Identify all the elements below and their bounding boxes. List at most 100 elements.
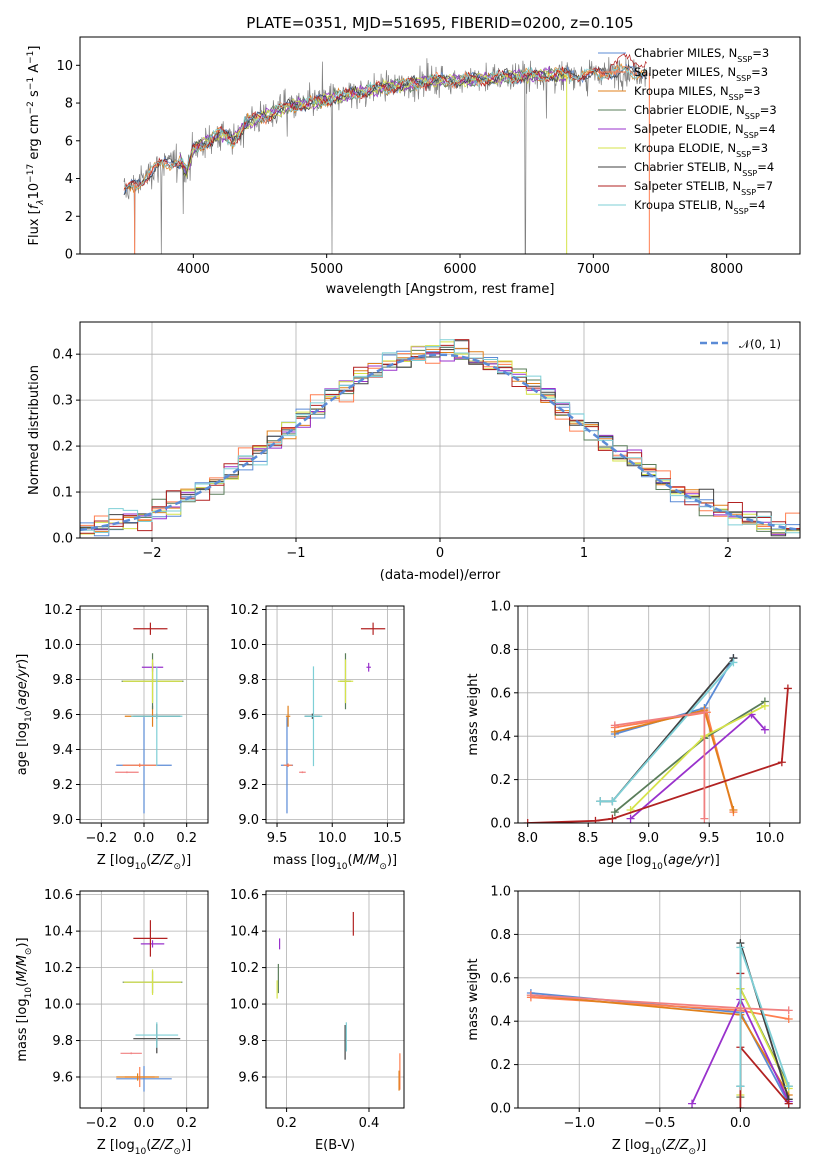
weight-marker: [729, 805, 738, 814]
y-tick-label: 10.4: [44, 925, 73, 940]
y-tick-label: 0.2: [52, 440, 73, 455]
y-tick-label: 10.2: [44, 603, 73, 618]
legend-label: Salpeter ELODIE, NSSP=4: [634, 122, 776, 140]
legend-label: Chabrier MILES, NSSP=3: [634, 46, 769, 64]
legend-label: Kroupa ELODIE, NSSP=3: [634, 141, 768, 159]
y-tick-label: 9.6: [238, 1071, 259, 1086]
grid-lines: [266, 606, 404, 823]
weight-marker: [523, 819, 532, 823]
plot-area: [523, 654, 792, 823]
y-tick-label: 0.3: [52, 394, 73, 409]
y-tick-label: 8: [65, 97, 73, 112]
x-tick-label: 9.5: [267, 831, 288, 846]
axes-frame: [79, 890, 209, 1109]
model-spectrum-salpeter_stelib: [123, 52, 647, 190]
x-tick-label: 0.4: [359, 1116, 380, 1131]
x-axis-label: Z [log10(Z/Z⊙)]: [97, 1138, 191, 1157]
figure-title: PLATE=0351, MJD=51695, FIBERID=0200, z=0…: [246, 14, 633, 32]
x-tick-label: 9.0: [638, 831, 659, 846]
y-tick-label: 9.8: [52, 673, 73, 688]
weight-marker: [526, 991, 535, 1000]
weight-marker: [608, 814, 617, 823]
weight-marker: [736, 1004, 745, 1013]
x-tick-label: −1.0: [563, 1116, 595, 1131]
y-tick-label: 9.6: [238, 708, 259, 723]
age-vs-mass-panel: 9.5 10.0 10.5 9.0 9.2 9.4 9.6 9.8 10.0 10.2 mass […: [230, 603, 405, 872]
axes-frame: [79, 36, 801, 255]
grid-lines: [266, 891, 404, 1108]
weight-vs-metallicity-panel: −1.0 −0.5 0.0 0.0 0.2 0.4 0.6 0.8 1.0 Z [log10(Z/…: [466, 885, 801, 1157]
x-tick-label: 10.0: [755, 831, 784, 846]
y-tick-label: 10.0: [44, 638, 73, 653]
y-tick-label: 4: [65, 172, 73, 187]
y-tick-label: 0: [65, 248, 73, 263]
plot-area: [526, 939, 793, 1108]
age-vs-metallicity-panel: −0.2 0.0 0.2 9.0 9.2 9.4 9.6 9.8 10.0 10.2 Z [log1…: [15, 603, 209, 872]
axes-frame: [79, 605, 209, 824]
y-tick-label: 10.6: [230, 888, 259, 903]
x-tick-label: −0.2: [86, 831, 118, 846]
weight-marker: [760, 701, 769, 710]
weight-marker: [596, 797, 605, 806]
y-tick-label: 9.0: [52, 813, 73, 828]
histogram-legend: 𝒩(0, 1): [700, 337, 781, 351]
axes-frame: [517, 890, 801, 1109]
spectrum-panel: 4000 5000 6000 7000 8000 0 2 4 6 8 10 Chabrier MILE…: [26, 36, 801, 297]
weight-marker: [610, 721, 619, 730]
y-tick-label: 0.6: [490, 971, 511, 986]
x-tick-label: −2: [142, 546, 161, 561]
weight-marker: [610, 808, 619, 817]
x-axis-label: E(B-V): [315, 1138, 355, 1153]
histogram-salpeter_stelib: [80, 339, 800, 534]
histogram-kroupa_stelib: [80, 339, 800, 534]
weight-marker: [777, 758, 786, 767]
y-tick-label: 9.2: [52, 778, 73, 793]
axes-frame: [517, 605, 801, 824]
x-tick-label: 8.0: [517, 831, 538, 846]
y-tick-label: 0.4: [490, 1015, 511, 1030]
x-tick-label: 0: [436, 546, 444, 561]
y-axis-label: Normed distribution: [27, 365, 42, 495]
y-tick-label: 9.2: [238, 778, 259, 793]
x-tick-label: 0.2: [176, 831, 197, 846]
y-tick-label: 9.8: [238, 673, 259, 688]
y-tick-label: 0.4: [52, 348, 73, 363]
weight-marker: [736, 1082, 745, 1091]
x-axis-label: age [log10(age/yr)]: [598, 853, 720, 872]
plot-area: [123, 52, 650, 254]
y-tick-label: 10.0: [44, 998, 73, 1013]
y-tick-label: 1.0: [490, 600, 511, 615]
weight-marker: [700, 814, 709, 823]
y-tick-label: 9.6: [52, 708, 73, 723]
x-tick-label: −0.2: [86, 1116, 118, 1131]
x-tick-label: 9.5: [699, 831, 720, 846]
axes-frame: [79, 321, 801, 539]
x-tick-label: 1: [580, 546, 588, 561]
y-tick-label: 0.0: [490, 1102, 511, 1117]
weight-marker: [626, 814, 635, 823]
model-spectrum-kroupa_stelib: [123, 65, 647, 190]
x-tick-label: 0.0: [134, 1116, 155, 1131]
weight-marker: [784, 1015, 793, 1024]
mass-vs-metallicity-panel: −0.2 0.0 0.2 9.6 9.8 10.0 10.2 10.4 10.6 Z [log10…: [15, 888, 209, 1157]
y-axis-label: mass weight: [466, 958, 481, 1040]
x-tick-label: 6000: [443, 262, 476, 277]
legend-label: Kroupa MILES, NSSP=3: [634, 84, 760, 102]
legend-label: Chabrier STELIB, NSSP=4: [634, 160, 774, 178]
y-tick-label: 9.8: [52, 1034, 73, 1049]
x-tick-label: 10.5: [373, 831, 402, 846]
grid-lines: [80, 606, 208, 823]
y-tick-label: 9.4: [238, 743, 259, 758]
weight-marker: [608, 797, 617, 806]
plot-area: [115, 622, 184, 814]
y-tick-label: 10.6: [44, 888, 73, 903]
weight-marker: [688, 1099, 697, 1108]
x-axis-label: Z [log10(Z/Z⊙)]: [612, 1138, 706, 1157]
x-tick-label: −0.5: [644, 1116, 676, 1131]
weight-marker: [736, 1104, 745, 1108]
y-tick-label: 0.6: [490, 686, 511, 701]
residual-histogram-panel: −2 −1 0 1 2 0.0 0.1 0.2 0.3 0.4 𝒩(0, 1) (data-model…: [27, 321, 801, 583]
